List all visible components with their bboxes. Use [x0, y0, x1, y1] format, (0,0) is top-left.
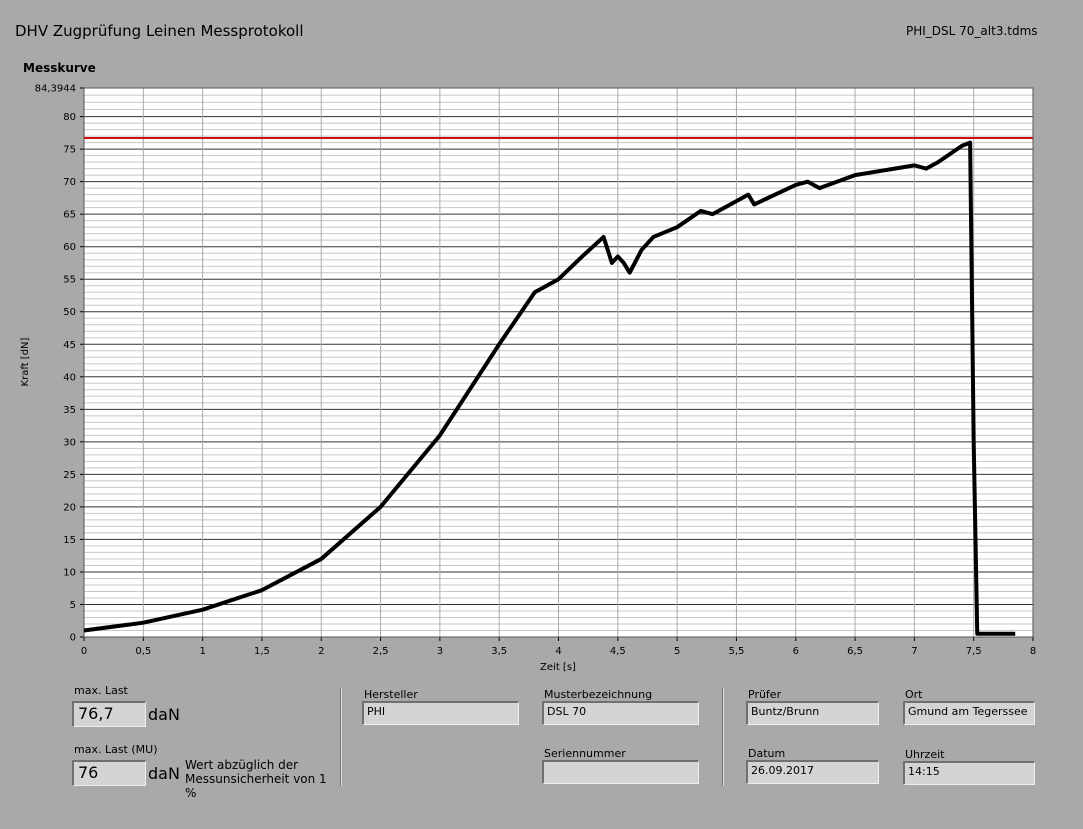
x-tick-label: 3,5: [491, 646, 507, 657]
y-tick-label: 35: [63, 405, 76, 416]
chart: Messkurve Zeit [s] Kraft [dN] 0510152025…: [20, 61, 1036, 673]
separator: [722, 688, 724, 786]
field-value[interactable]: 26.09.2017: [746, 760, 879, 784]
chart-title: Messkurve: [23, 61, 96, 75]
field-label: Hersteller: [364, 688, 418, 701]
separator: [340, 688, 342, 786]
plot-frame: [83, 87, 1034, 638]
y-tick-label: 65: [63, 210, 76, 221]
file-name: PHI_DSL 70_alt3.tdms: [906, 24, 1038, 38]
y-tick-label: 60: [63, 242, 76, 253]
y-tick-label: 80: [63, 112, 76, 123]
y-tick-label: 70: [63, 177, 76, 188]
field-value[interactable]: 76: [72, 760, 146, 786]
field-label: Musterbezeichnung: [544, 688, 653, 701]
y-tick-label: 30: [63, 437, 76, 448]
field-label: Ort: [905, 688, 923, 701]
field-value[interactable]: Gmund am Tegerssee: [903, 701, 1035, 725]
field-value[interactable]: PHI: [362, 701, 519, 725]
y-tick-label: 55: [63, 275, 76, 286]
x-tick-label: 3: [437, 646, 443, 657]
x-tick-label: 8: [1030, 646, 1036, 657]
field-label: Uhrzeit: [905, 748, 945, 761]
x-tick-label: 4,5: [610, 646, 626, 657]
x-tick-label: 6: [793, 646, 799, 657]
x-tick-label: 6,5: [847, 646, 863, 657]
x-tick-label: 0: [81, 646, 87, 657]
field-label: Seriennummer: [544, 747, 626, 760]
field-value[interactable]: [542, 760, 699, 784]
x-tick-label: 7,5: [966, 646, 982, 657]
field-value[interactable]: 14:15: [903, 761, 1035, 785]
y-tick-label: 20: [63, 502, 76, 513]
y-tick-label: 75: [63, 145, 76, 156]
x-axis-label: Zeit [s]: [540, 662, 576, 673]
field-value[interactable]: Buntz/Brunn: [746, 701, 879, 725]
field-label: max. Last: [74, 684, 128, 697]
x-tick-label: 1: [199, 646, 205, 657]
y-tick-label: 45: [63, 340, 76, 351]
y-tick-label: 25: [63, 470, 76, 481]
x-tick-label: 5,5: [728, 646, 744, 657]
field-label: Prüfer: [748, 688, 782, 701]
y-tick-label: 10: [63, 567, 76, 578]
y-tick-label: 84,3944: [35, 84, 76, 95]
x-tick-label: 4: [555, 646, 561, 657]
field-value[interactable]: DSL 70: [542, 701, 699, 725]
field-label: Datum: [748, 747, 786, 760]
x-tick-label: 1,5: [254, 646, 270, 657]
unit: daN: [148, 705, 180, 724]
x-tick-label: 5: [674, 646, 680, 657]
page-title: DHV Zugprüfung Leinen Messprotokoll: [15, 22, 304, 40]
field-value[interactable]: 76,7: [72, 701, 146, 727]
y-tick-label: 50: [63, 307, 76, 318]
field-label: max. Last (MU): [74, 743, 158, 756]
x-tick-label: 2: [318, 646, 324, 657]
x-tick-label: 7: [911, 646, 917, 657]
x-tick-label: 0,5: [135, 646, 151, 657]
y-axis-label: Kraft [dN]: [20, 337, 31, 386]
y-tick-label: 0: [70, 633, 76, 644]
x-tick-label: 2,5: [373, 646, 389, 657]
y-tick-label: 15: [63, 535, 76, 546]
unit: daN: [148, 764, 180, 783]
y-tick-label: 5: [70, 600, 76, 611]
note: Wert abzüglich der Messunsicherheit von …: [185, 758, 327, 800]
y-tick-label: 40: [63, 372, 76, 383]
data-line: [83, 140, 1016, 636]
